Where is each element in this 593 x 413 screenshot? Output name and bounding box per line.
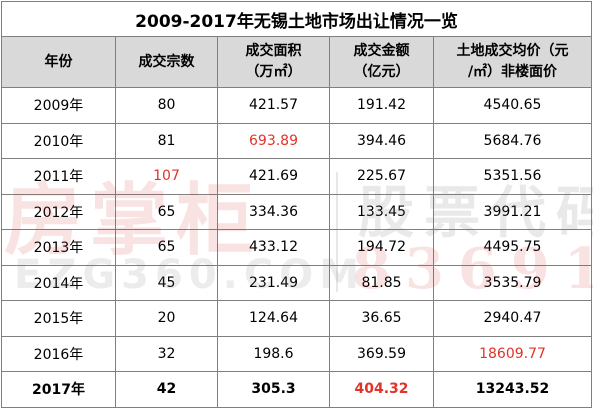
cell-area: 124.64 <box>217 300 330 337</box>
cell-area: 433.12 <box>217 229 330 266</box>
cell-amount: 394.46 <box>329 122 434 159</box>
header-count-label: 成交宗数 <box>138 53 195 70</box>
cell-area: 231.49 <box>217 264 330 301</box>
header-amount-unit: （亿元） <box>353 64 410 80</box>
header-price-unit: /㎡）非楼面价 <box>467 64 558 80</box>
cell-area-highlight: 693.89 <box>217 122 330 159</box>
cell-price: 2940.47 <box>432 300 593 337</box>
header-area-label: 成交面积 <box>245 43 302 59</box>
cell-price: 13243.52 <box>432 371 593 408</box>
table-title: 2009-2017年无锡土地市场出让情况一览 <box>0 1 593 37</box>
cell-area: 305.3 <box>217 371 330 408</box>
table-row: 2011年 107 421.69 225.67 5351.56 <box>1 158 593 195</box>
cell-count: 32 <box>115 335 218 372</box>
cell-year: 2013年 <box>1 229 116 266</box>
cell-price: 5684.76 <box>432 122 593 159</box>
cell-amount: 81.85 <box>329 264 434 301</box>
cell-year: 2012年 <box>1 193 116 230</box>
cell-area: 334.36 <box>217 193 330 230</box>
cell-year: 2017年 <box>1 371 116 408</box>
header-area: 成交面积 （万㎡） <box>217 36 330 88</box>
cell-year: 2014年 <box>1 264 116 301</box>
table-row: 2015年 20 124.64 36.65 2940.47 <box>1 300 593 337</box>
cell-count: 80 <box>115 87 218 124</box>
table-row: 2010年 81 693.89 394.46 5684.76 <box>1 122 593 159</box>
table-row: 2014年 45 231.49 81.85 3535.79 <box>1 264 593 301</box>
cell-year: 2016年 <box>1 335 116 372</box>
table-row: 2012年 65 334.36 133.45 3991.21 <box>1 193 593 230</box>
cell-amount-highlight: 404.32 <box>329 371 434 408</box>
cell-year: 2015年 <box>1 300 116 337</box>
cell-price: 4495.75 <box>432 229 593 266</box>
cell-year: 2010年 <box>1 122 116 159</box>
header-price-label: 土地成交均价（元 <box>456 43 569 59</box>
header-area-unit: （万㎡） <box>245 64 302 80</box>
cell-price: 4540.65 <box>432 87 593 124</box>
header-row: 年份 成交宗数 成交面积 （万㎡） 成交金额 （亿元） 土地成交均价（元 /㎡）非楼面… <box>1 36 593 88</box>
table-row-latest: 2017年 42 305.3 404.32 13243.52 <box>1 371 593 408</box>
cell-count: 81 <box>115 122 218 159</box>
header-year-label: 年份 <box>44 53 73 70</box>
header-amount: 成交金额 （亿元） <box>329 36 434 88</box>
header-price: 土地成交均价（元 /㎡）非楼面价 <box>432 36 593 88</box>
title-row: 2009-2017年无锡土地市场出让情况一览 <box>0 1 593 37</box>
cell-count: 42 <box>115 371 218 408</box>
cell-amount: 191.42 <box>329 87 434 124</box>
cell-area: 198.6 <box>217 335 330 372</box>
cell-count: 65 <box>115 229 218 266</box>
header-count: 成交宗数 <box>115 36 218 88</box>
cell-price: 3991.21 <box>432 193 593 230</box>
cell-amount: 369.59 <box>329 335 434 372</box>
cell-amount: 194.72 <box>329 229 434 266</box>
cell-amount: 133.45 <box>329 193 434 230</box>
cell-amount: 225.67 <box>329 158 434 195</box>
table-row: 2016年 32 198.6 369.59 18609.77 <box>1 335 593 372</box>
cell-amount: 36.65 <box>329 300 434 337</box>
cell-count: 65 <box>115 193 218 230</box>
table-row: 2009年 80 421.57 191.42 4540.65 <box>1 87 593 124</box>
cell-area: 421.57 <box>217 87 330 124</box>
table-row: 2013年 65 433.12 194.72 4495.75 <box>1 229 593 266</box>
cell-price-highlight: 18609.77 <box>432 335 593 372</box>
cell-price: 5351.56 <box>432 158 593 195</box>
cell-price: 3535.79 <box>432 264 593 301</box>
cell-area: 421.69 <box>217 158 330 195</box>
cell-year: 2011年 <box>1 158 116 195</box>
cell-count-highlight: 107 <box>115 158 218 195</box>
header-amount-label: 成交金额 <box>353 43 410 59</box>
cell-count: 45 <box>115 264 218 301</box>
header-year: 年份 <box>1 36 116 88</box>
cell-year: 2009年 <box>1 87 116 124</box>
cell-count: 20 <box>115 300 218 337</box>
